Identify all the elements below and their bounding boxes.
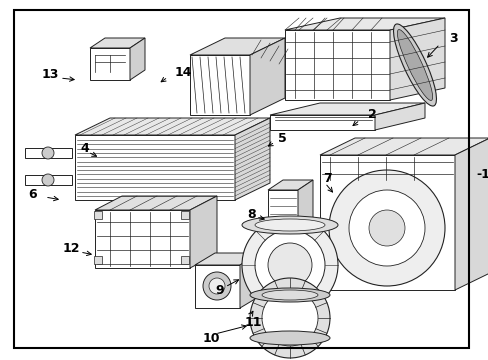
Text: 10: 10: [203, 332, 220, 345]
Circle shape: [42, 174, 54, 186]
Ellipse shape: [249, 331, 329, 345]
Ellipse shape: [393, 24, 436, 106]
Circle shape: [368, 210, 404, 246]
Polygon shape: [267, 180, 312, 190]
Circle shape: [42, 147, 54, 159]
Text: 3: 3: [448, 31, 457, 45]
Ellipse shape: [397, 30, 432, 100]
Circle shape: [262, 290, 317, 346]
Circle shape: [348, 190, 424, 266]
Polygon shape: [249, 38, 285, 115]
Text: 4: 4: [80, 141, 88, 154]
Polygon shape: [269, 115, 374, 130]
Polygon shape: [240, 253, 260, 308]
Polygon shape: [190, 196, 217, 268]
Ellipse shape: [249, 288, 329, 302]
Polygon shape: [374, 103, 424, 130]
Polygon shape: [25, 148, 72, 158]
Bar: [94, 256, 102, 264]
Polygon shape: [95, 210, 190, 268]
Polygon shape: [190, 55, 249, 115]
Circle shape: [267, 243, 311, 287]
Polygon shape: [389, 18, 444, 100]
Circle shape: [249, 278, 329, 358]
Polygon shape: [190, 38, 285, 55]
Polygon shape: [267, 190, 297, 240]
Ellipse shape: [242, 216, 337, 234]
Polygon shape: [454, 138, 488, 290]
Text: 11: 11: [244, 315, 262, 328]
Text: 2: 2: [367, 108, 376, 122]
Polygon shape: [25, 175, 72, 185]
Polygon shape: [75, 118, 269, 135]
Bar: [181, 211, 189, 219]
Polygon shape: [195, 253, 260, 265]
Polygon shape: [90, 38, 145, 48]
Circle shape: [203, 272, 230, 300]
Text: 8: 8: [246, 208, 255, 221]
Bar: [181, 256, 189, 264]
Polygon shape: [319, 138, 488, 155]
Text: 14: 14: [175, 66, 192, 78]
Text: 5: 5: [278, 131, 286, 144]
Polygon shape: [297, 180, 312, 240]
Polygon shape: [285, 30, 389, 100]
Polygon shape: [90, 48, 130, 80]
Polygon shape: [235, 118, 269, 200]
Polygon shape: [195, 265, 240, 308]
Text: 6: 6: [28, 189, 37, 202]
Text: 13: 13: [42, 68, 59, 81]
Polygon shape: [75, 135, 235, 200]
Bar: [94, 211, 102, 219]
Text: 9: 9: [215, 284, 223, 297]
Ellipse shape: [254, 219, 325, 231]
Polygon shape: [285, 18, 444, 30]
Polygon shape: [269, 103, 424, 115]
Circle shape: [254, 230, 325, 300]
Circle shape: [328, 170, 444, 286]
Circle shape: [208, 278, 224, 294]
Text: -1: -1: [475, 168, 488, 181]
Polygon shape: [130, 38, 145, 80]
Text: 12: 12: [63, 242, 81, 255]
Polygon shape: [319, 155, 454, 290]
Ellipse shape: [262, 290, 317, 300]
Polygon shape: [95, 196, 217, 210]
Text: 7: 7: [323, 171, 331, 184]
Circle shape: [242, 217, 337, 313]
